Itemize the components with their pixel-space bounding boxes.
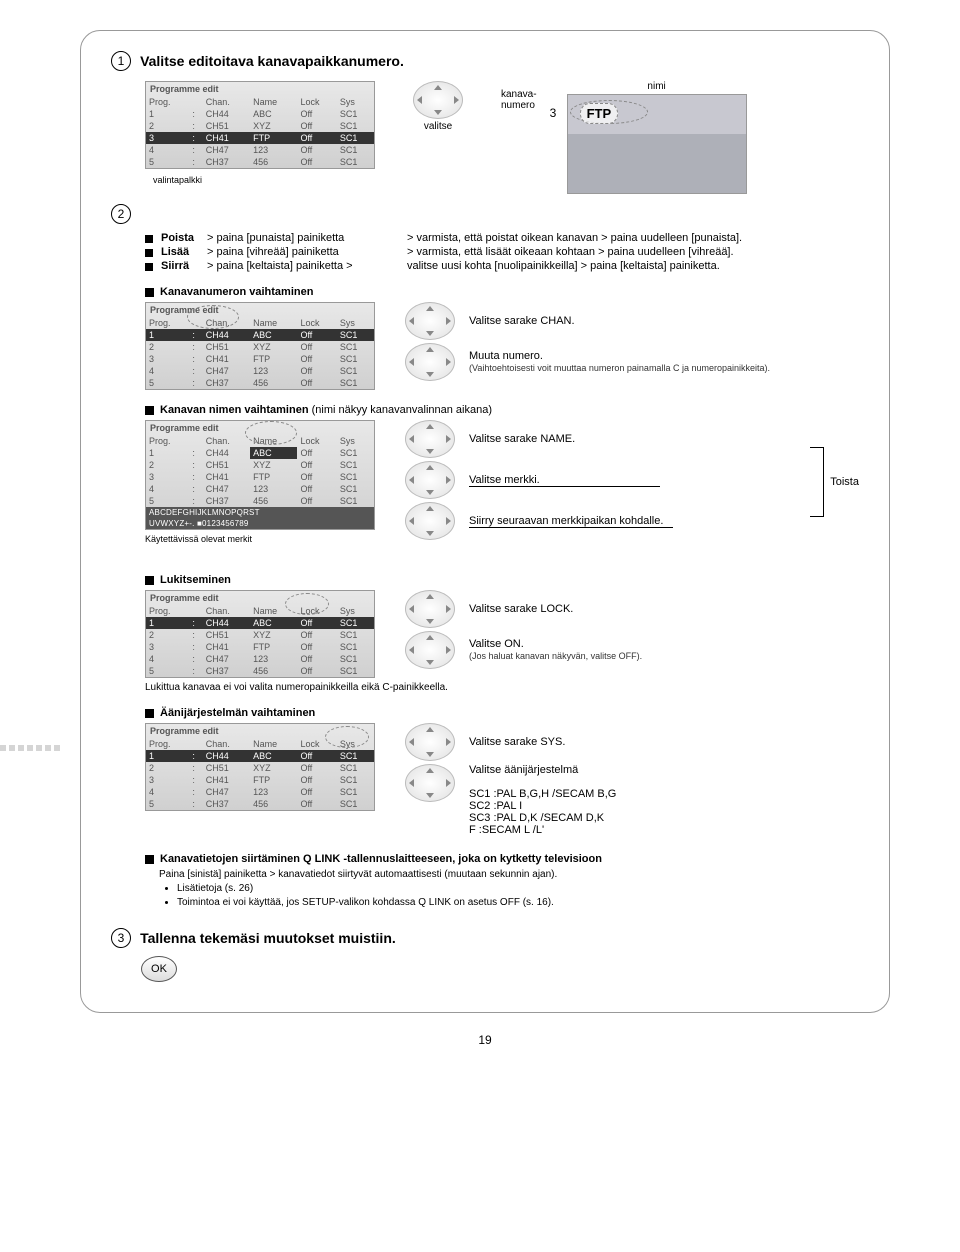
dpad-icon xyxy=(405,420,455,458)
action-list: Poista> paina [punaista] painiketta> var… xyxy=(145,232,859,272)
kanavanumero-label: kanava- numero xyxy=(501,89,537,111)
prog-table-header: Prog. Chan. Name Lock Sys xyxy=(146,96,374,108)
inst-select-sys: Valitse sarake SYS. xyxy=(469,736,565,748)
inst-select-chan: Valitse sarake CHAN. xyxy=(469,315,575,327)
valitse-label: valitse xyxy=(424,121,452,132)
sys-line-4: F :SECAM L /L' xyxy=(469,824,544,836)
heading-change-name: Kanavan nimen vaihtaminen (nimi näkyy ka… xyxy=(145,404,859,416)
qlink-bullet-2: Toimintoa ei voi käyttää, jos SETUP-vali… xyxy=(177,896,859,910)
sys-line-1: SC1 :PAL B,G,H /SECAM B,G xyxy=(469,788,616,800)
step-1-number: 1 xyxy=(111,51,131,71)
qlink-instruction: Paina [sinistä] painiketta > kanavatiedo… xyxy=(159,869,859,880)
inst-change-number: Muuta numero. xyxy=(469,350,543,362)
step-3-title: Tallenna tekemäsi muutokset muistiin. xyxy=(140,930,396,946)
step-1: 1 Valitse editoitava kanavapaikkanumero. xyxy=(111,51,859,71)
dpad-icon xyxy=(405,461,455,499)
col-chan: Chan. xyxy=(203,96,250,108)
dpad-icon xyxy=(405,723,455,761)
table-row: 5:CH37456OffSC1 xyxy=(146,156,374,168)
lock-footer-note: Lukittua kanavaa ei voi valita numeropai… xyxy=(145,682,859,693)
nimi-label: nimi xyxy=(567,81,747,92)
col-lock: Lock xyxy=(297,96,336,108)
dpad-icon xyxy=(405,764,455,802)
page-frame: 1 Valitse editoitava kanavapaikkanumero.… xyxy=(80,30,890,1013)
dpad-icon xyxy=(405,502,455,540)
toista-label: Toista xyxy=(830,476,859,488)
prog-table-title: Programme edit xyxy=(146,82,374,96)
heading-change-chan-number: Kanavanumeron vaihtaminen xyxy=(145,286,859,298)
valintapalkki-label: valintapalkki xyxy=(153,175,375,185)
inst-select-audio-system: Valitse äänijärjestelmä xyxy=(469,764,578,776)
programme-edit-table-1: Programme edit Prog. Chan. Name Lock Sys… xyxy=(145,81,375,185)
programme-edit-table-chan: Programme edit Prog.Chan.NameLockSys 1:C… xyxy=(145,302,385,390)
inst-select-on: Valitse ON. xyxy=(469,638,524,650)
inst-next-char: Siirry seuraavan merkkipaikan kohdalle. xyxy=(469,515,673,528)
heading-change-sys: Äänijärjestelmän vaihtaminen xyxy=(145,707,859,719)
sys-line-2: SC2 :PAL I xyxy=(469,800,522,812)
inst-select-name: Valitse sarake NAME. xyxy=(469,433,575,445)
action-siirra: Siirrä> paina [keltaista] painiketta >va… xyxy=(145,260,859,272)
chars-available-caption: Käytettävissä olevat merkit xyxy=(145,534,385,544)
step-3-number: 3 xyxy=(111,928,131,948)
action-poista: Poista> paina [punaista] painiketta> var… xyxy=(145,232,859,244)
tv-channel-number: 3 xyxy=(550,106,557,120)
step-2-number: 2 xyxy=(111,204,131,224)
dpad-icon xyxy=(413,81,463,119)
dpad-icon xyxy=(405,302,455,340)
col-name: Name xyxy=(250,96,297,108)
step-2: 2 xyxy=(111,204,859,224)
programme-edit-table-name: Programme edit Prog.Chan.NameLockSys 1:C… xyxy=(145,420,385,530)
char-row-1: ABCDEFGHIJKLMNOPQRST xyxy=(146,507,374,518)
inst-select-lock: Valitse sarake LOCK. xyxy=(469,603,573,615)
programme-edit-table-lock: Programme edit Prog.Chan.NameLockSys 1:C… xyxy=(145,590,385,678)
table-row: 4:CH47123OffSC1 xyxy=(146,144,374,156)
col-prog: Prog. xyxy=(146,96,189,108)
heading-locking: Lukitseminen xyxy=(145,574,859,586)
heading-qlink: Kanavatietojen siirtäminen Q LINK -talle… xyxy=(145,853,859,865)
table-row-selected: 3:CH41FTPOffSC1 xyxy=(146,132,374,144)
qlink-bullet-1: Lisätietoja (s. 26) xyxy=(177,882,859,896)
step-3: 3 Tallenna tekemäsi muutokset muistiin. xyxy=(111,928,859,948)
dpad-icon xyxy=(405,343,455,381)
tv-preview: 3 FTP xyxy=(567,94,747,194)
dpad-icon xyxy=(405,590,455,628)
inst-change-number-note: (Vaihtoehtoisesti voit muuttaa numeron p… xyxy=(469,363,770,373)
col-sys: Sys xyxy=(337,96,374,108)
step-1-title: Valitse editoitava kanavapaikkanumero. xyxy=(140,53,404,69)
table-row: 2:CH51XYZOffSC1 xyxy=(146,120,374,132)
inst-lock-note: (Jos haluat kanavan näkyvän, valitse OFF… xyxy=(469,651,642,661)
tv-channel-name: FTP xyxy=(580,103,619,124)
inst-select-char: Valitse merkki. xyxy=(469,474,660,487)
ok-button[interactable]: OK xyxy=(141,956,177,982)
sys-line-3: SC3 :PAL D,K /SECAM D,K xyxy=(469,812,604,824)
repeat-bracket-icon xyxy=(810,447,824,517)
action-lisaa: Lisää> paina [vihreää] painiketta> varmi… xyxy=(145,246,859,258)
decorative-side-dots xyxy=(0,745,63,751)
char-row-2: UVWXYZ+-. ■0123456789 xyxy=(146,518,374,529)
programme-edit-table-sys: Programme edit Prog.Chan.NameLockSys 1:C… xyxy=(145,723,385,811)
table-row: 1:CH44ABCOffSC1 xyxy=(146,108,374,120)
page-number: 19 xyxy=(80,1033,890,1047)
dpad-icon xyxy=(405,631,455,669)
